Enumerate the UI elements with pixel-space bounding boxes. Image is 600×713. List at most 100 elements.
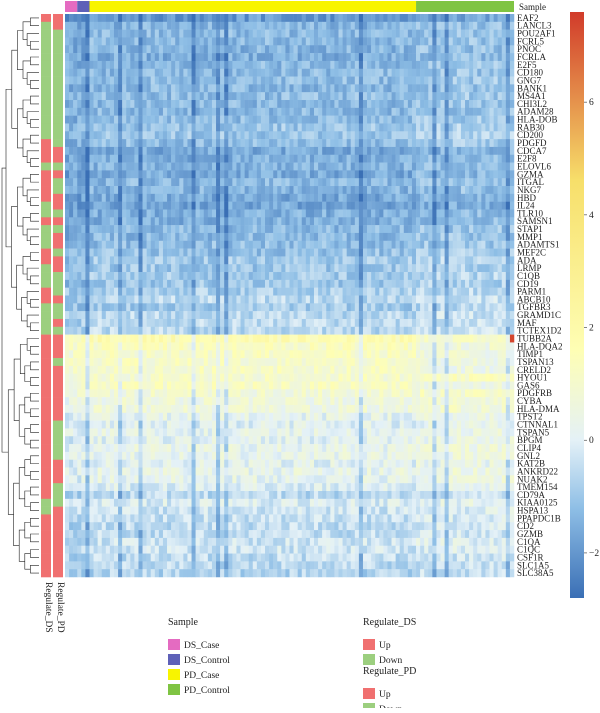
- heatmap-cell: [509, 256, 515, 265]
- heatmap-cell: [407, 68, 413, 77]
- heatmap-cell: [154, 186, 160, 195]
- heatmap-cell: [318, 154, 323, 163]
- heatmap-cell: [167, 193, 172, 202]
- heatmap-cell: [179, 178, 184, 187]
- heatmap-cell: [350, 37, 356, 46]
- heatmap-cell: [473, 256, 478, 265]
- heatmap-cell: [93, 326, 98, 335]
- heatmap-cell: [130, 350, 135, 359]
- heatmap-cell: [256, 272, 262, 281]
- heatmap-cell: [199, 287, 205, 296]
- heatmap-cell: [220, 92, 225, 101]
- heatmap-cell: [383, 311, 388, 320]
- heatmap-cell: [265, 193, 270, 202]
- heatmap-cell: [256, 264, 262, 273]
- heatmap-cell: [452, 107, 458, 116]
- heatmap-cell: [432, 146, 437, 155]
- heatmap-cell: [477, 225, 482, 234]
- heatmap-cell: [269, 146, 274, 155]
- heatmap-cell: [256, 303, 262, 312]
- heatmap-cell: [350, 240, 356, 249]
- heatmap-cell: [236, 240, 241, 249]
- heatmap-cell: [432, 295, 437, 304]
- heatmap-cell: [289, 107, 294, 116]
- heatmap-cell: [424, 217, 429, 226]
- heatmap-cell: [118, 256, 123, 265]
- regulate-pd-cell: [41, 178, 51, 187]
- heatmap-cell: [313, 232, 319, 242]
- heatmap-cell: [338, 201, 343, 210]
- heatmap-cell: [65, 131, 70, 140]
- heatmap-cell: [142, 115, 147, 124]
- heatmap-cell: [187, 318, 192, 328]
- heatmap-cell: [489, 232, 494, 242]
- heatmap-cell: [89, 334, 94, 343]
- heatmap-cell: [154, 162, 160, 171]
- regulate-pd-cell: [41, 131, 51, 140]
- heatmap-cell: [403, 60, 409, 69]
- heatmap-cell: [460, 107, 466, 116]
- heatmap-cell: [403, 162, 409, 171]
- heatmap-cell: [440, 186, 445, 195]
- heatmap-cell: [289, 21, 294, 30]
- heatmap-cell: [105, 29, 111, 38]
- heatmap-cell: [162, 295, 168, 304]
- heatmap-cell: [118, 21, 123, 30]
- heatmap-cell: [326, 326, 331, 335]
- heatmap-cell: [142, 37, 147, 46]
- heatmap-cell: [199, 279, 205, 288]
- heatmap-cell: [358, 201, 364, 210]
- heatmap-cell: [448, 311, 454, 320]
- heatmap-cell: [134, 287, 139, 296]
- heatmap-cell: [403, 193, 409, 202]
- heatmap-cell: [89, 21, 94, 30]
- heatmap-cell: [142, 45, 147, 54]
- heatmap-cell: [134, 326, 139, 335]
- heatmap-cell: [158, 170, 164, 179]
- heatmap-cell: [326, 264, 331, 273]
- heatmap-cell: [81, 256, 86, 265]
- heatmap-cell: [211, 14, 217, 23]
- heatmap-cell: [436, 279, 441, 288]
- heatmap-cell: [436, 186, 441, 195]
- heatmap-cell: [460, 37, 466, 46]
- heatmap-cell: [109, 264, 115, 273]
- heatmap-cell: [509, 201, 515, 210]
- heatmap-cell: [122, 29, 127, 38]
- heatmap-cell: [154, 232, 160, 242]
- dendrogram-branch: [30, 252, 39, 261]
- heatmap-cell: [301, 193, 307, 202]
- heatmap-cell: [171, 92, 176, 101]
- heatmap-cell: [489, 37, 494, 46]
- heatmap-cell: [277, 37, 282, 46]
- heatmap-cell: [65, 162, 70, 171]
- heatmap-cell: [252, 193, 258, 202]
- heatmap-cell: [179, 326, 184, 335]
- heatmap-cell: [89, 295, 94, 304]
- heatmap-cell: [248, 53, 254, 62]
- heatmap-cell: [191, 303, 196, 312]
- heatmap-cell: [244, 178, 249, 187]
- heatmap-cell: [350, 334, 356, 343]
- heatmap-cell: [477, 115, 482, 124]
- heatmap-cell: [330, 225, 335, 234]
- heatmap-cell: [183, 146, 188, 155]
- heatmap-cell: [77, 264, 82, 273]
- heatmap-cell: [105, 76, 111, 85]
- heatmap-cell: [330, 53, 335, 62]
- heatmap-cell: [432, 311, 437, 320]
- heatmap-cell: [375, 170, 380, 179]
- heatmap-cell: [293, 68, 298, 77]
- heatmap-cell: [69, 232, 74, 242]
- regulate-pd-cell: [41, 29, 51, 38]
- heatmap-cell: [448, 209, 454, 218]
- heatmap-cell: [269, 342, 274, 351]
- heatmap-cell: [199, 21, 205, 30]
- heatmap-cell: [265, 21, 270, 30]
- heatmap-cell: [69, 100, 74, 109]
- heatmap-cell: [497, 107, 502, 116]
- heatmap-cell: [240, 84, 245, 93]
- heatmap-cell: [220, 209, 225, 218]
- heatmap-cell: [452, 186, 458, 195]
- heatmap-cell: [440, 318, 445, 328]
